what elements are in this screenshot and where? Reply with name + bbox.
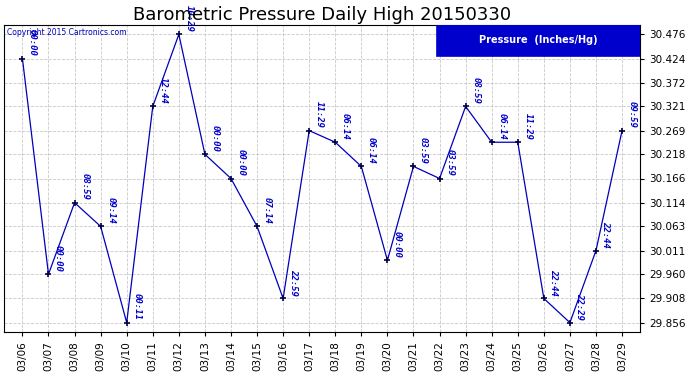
Text: 11:29: 11:29 bbox=[523, 112, 532, 140]
Text: 08:59: 08:59 bbox=[80, 173, 89, 200]
Text: 22:29: 22:29 bbox=[575, 293, 584, 320]
Text: 06:14: 06:14 bbox=[341, 112, 350, 140]
Text: 09:59: 09:59 bbox=[628, 101, 637, 128]
Text: 03:59: 03:59 bbox=[419, 137, 428, 164]
Title: Barometric Pressure Daily High 20150330: Barometric Pressure Daily High 20150330 bbox=[133, 6, 511, 24]
Text: 09:14: 09:14 bbox=[106, 197, 115, 223]
Text: 00:11: 00:11 bbox=[132, 293, 141, 320]
Text: 06:14: 06:14 bbox=[497, 112, 506, 140]
Text: 22:59: 22:59 bbox=[288, 269, 297, 296]
FancyBboxPatch shape bbox=[437, 25, 640, 56]
Text: Pressure  (Inches/Hg): Pressure (Inches/Hg) bbox=[480, 35, 598, 45]
Text: 00:00: 00:00 bbox=[28, 29, 37, 56]
Text: 07:14: 07:14 bbox=[263, 197, 272, 223]
Text: 03:59: 03:59 bbox=[445, 149, 454, 176]
Text: 22:44: 22:44 bbox=[602, 221, 611, 248]
Text: 06:14: 06:14 bbox=[367, 137, 376, 164]
Text: 08:59: 08:59 bbox=[471, 77, 480, 104]
Text: 10:29: 10:29 bbox=[184, 5, 193, 32]
Text: 22:44: 22:44 bbox=[549, 269, 558, 296]
Text: 11:29: 11:29 bbox=[315, 101, 324, 128]
Text: 00:00: 00:00 bbox=[393, 231, 402, 258]
Text: 00:00: 00:00 bbox=[237, 149, 246, 176]
Text: 00:00: 00:00 bbox=[54, 244, 63, 272]
Text: 00:00: 00:00 bbox=[210, 124, 219, 152]
Text: Copyright 2015 Cartronics.com: Copyright 2015 Cartronics.com bbox=[8, 28, 127, 37]
Text: 12:44: 12:44 bbox=[158, 77, 168, 104]
